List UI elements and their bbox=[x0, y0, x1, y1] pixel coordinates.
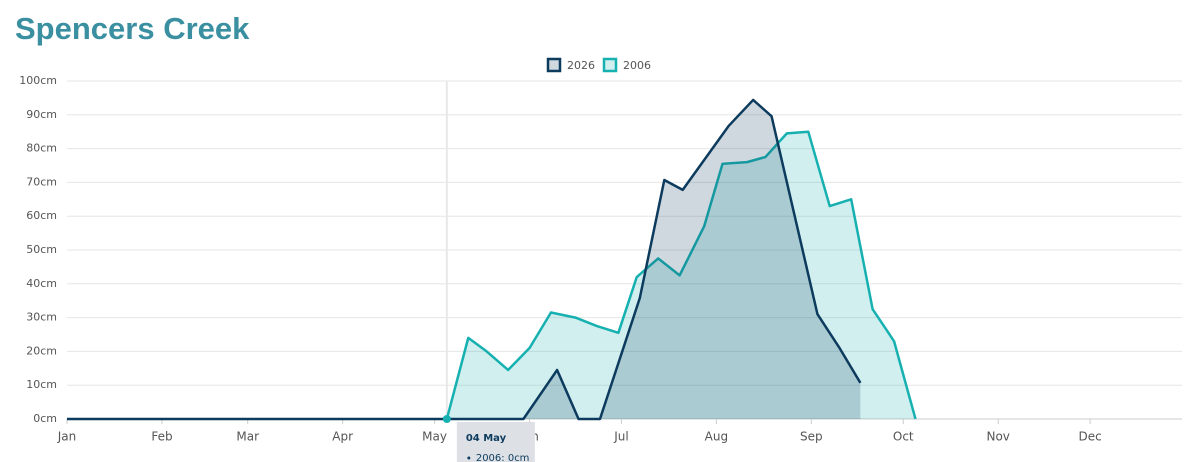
x-tick-label: Oct bbox=[893, 430, 914, 444]
legend-label: 2006 bbox=[623, 59, 651, 72]
tooltip-box bbox=[456, 422, 535, 462]
chart-title: Spencers Creek bbox=[15, 11, 250, 46]
x-tick-label: Jan bbox=[57, 430, 77, 444]
legend-swatch bbox=[546, 57, 562, 73]
tooltip-bullet bbox=[467, 456, 471, 460]
legend-label: 2026 bbox=[567, 59, 595, 72]
x-tick-label: Mar bbox=[236, 430, 259, 444]
y-tick-label: 60cm bbox=[26, 209, 57, 222]
y-tick-label: 50cm bbox=[26, 243, 57, 256]
x-tick-label: Aug bbox=[705, 430, 728, 444]
tooltip-text: 2006: 0cm bbox=[476, 453, 530, 462]
x-tick-label: Nov bbox=[986, 430, 1009, 444]
x-tick-label: Sep bbox=[800, 430, 823, 444]
x-tick-label: Jul bbox=[613, 430, 628, 444]
y-tick-label: 70cm bbox=[26, 175, 57, 188]
series-line bbox=[445, 130, 917, 420]
series-area bbox=[67, 99, 861, 419]
y-tick-label: 20cm bbox=[26, 344, 57, 357]
x-tick-label: Apr bbox=[332, 430, 353, 444]
series-line bbox=[67, 98, 862, 421]
hover-dot bbox=[442, 415, 451, 423]
y-tick-label: 0cm bbox=[33, 412, 57, 425]
y-tick-label: 100cm bbox=[19, 74, 57, 87]
y-tick-label: 10cm bbox=[26, 378, 57, 391]
x-tick-label: May bbox=[422, 430, 447, 444]
y-tick-label: 80cm bbox=[26, 142, 57, 155]
legend-swatch bbox=[602, 57, 618, 73]
y-tick-label: 90cm bbox=[26, 108, 57, 121]
x-tick-label: Dec bbox=[1078, 430, 1101, 444]
series-area bbox=[446, 131, 916, 419]
x-tick-label: Feb bbox=[151, 430, 172, 444]
y-tick-label: 30cm bbox=[26, 311, 57, 324]
tooltip-date: 04 May bbox=[466, 433, 507, 444]
y-tick-label: 40cm bbox=[26, 277, 57, 290]
tooltip: 04 May 2006: 0cm bbox=[456, 422, 535, 462]
